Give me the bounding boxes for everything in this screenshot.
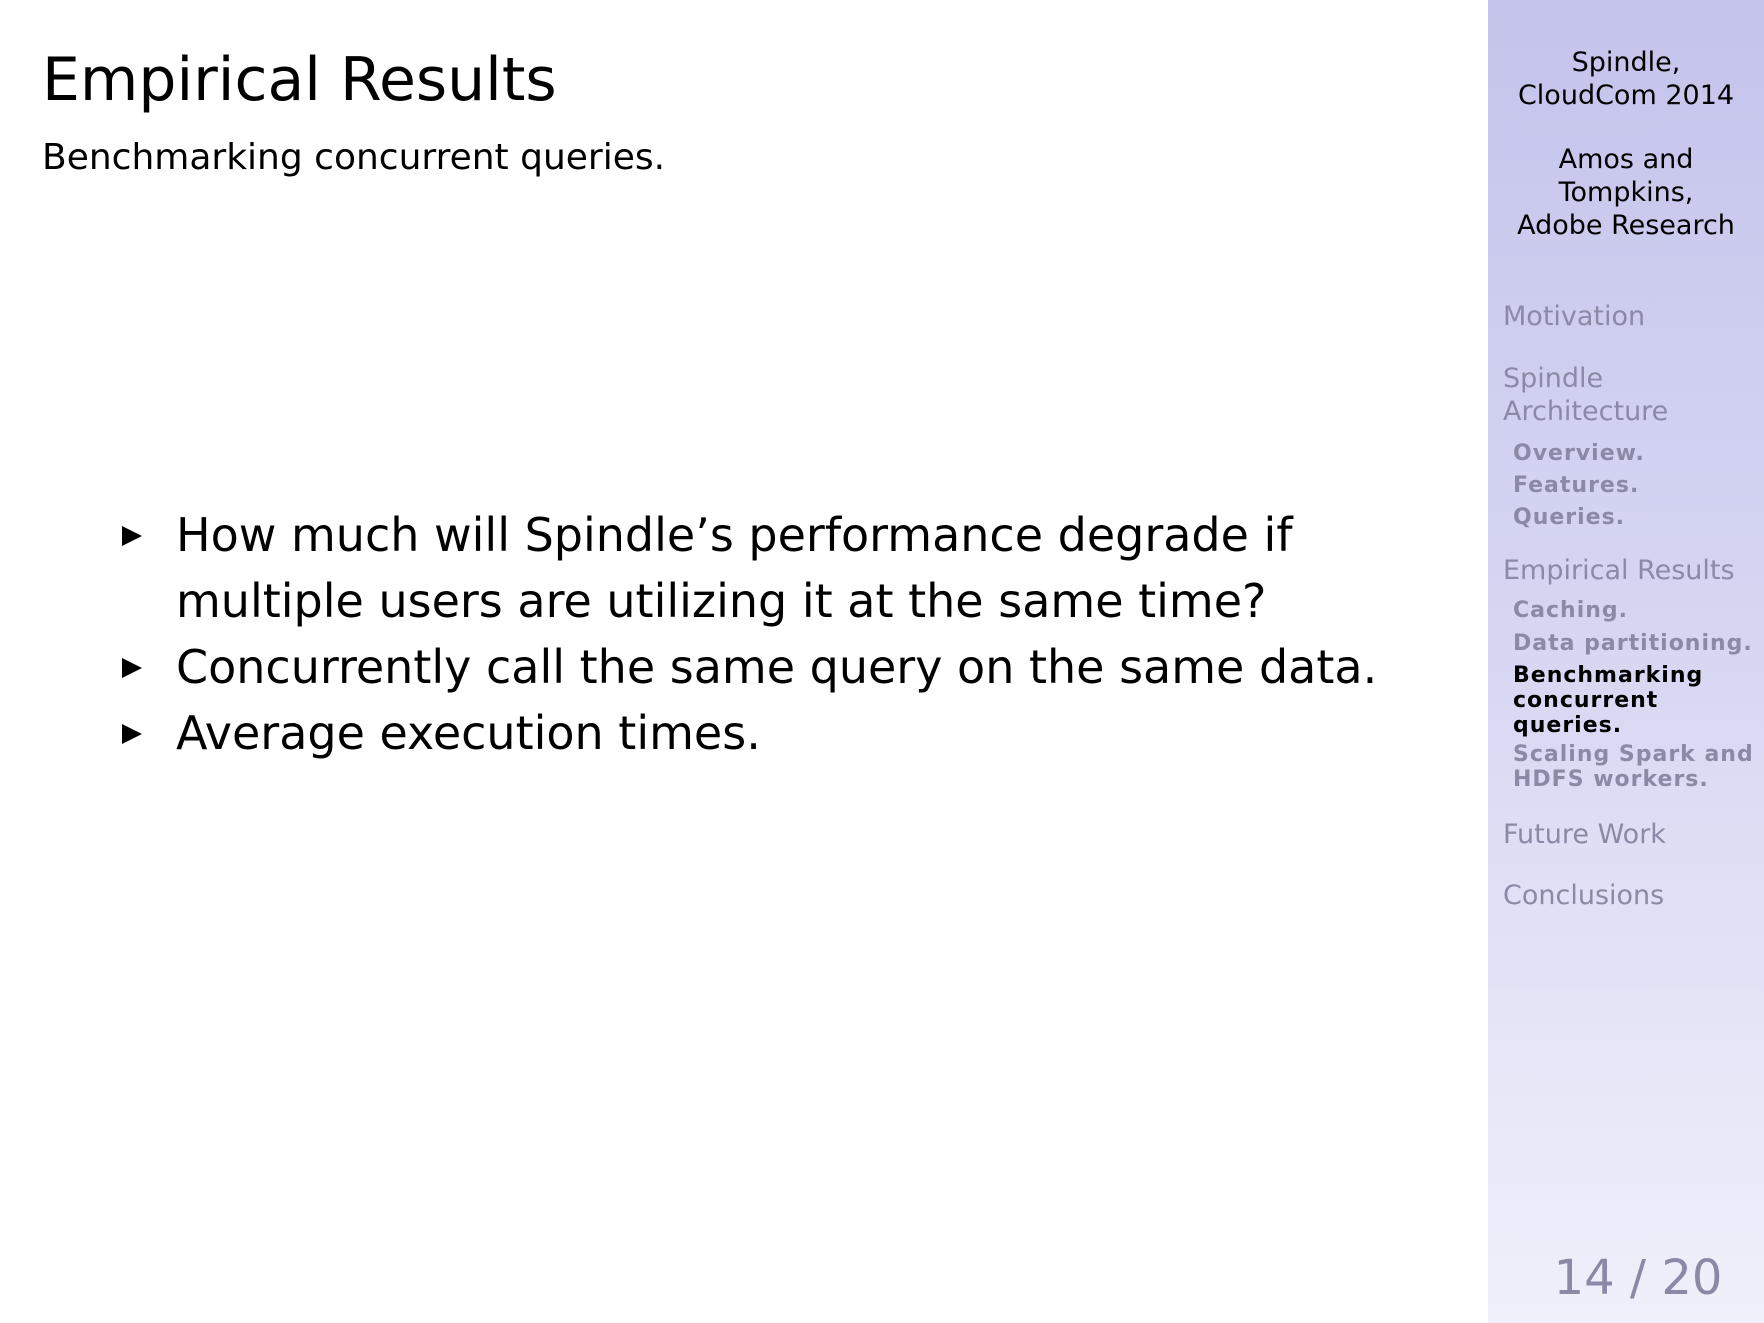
nav-subsection-caching[interactable]: Caching. — [1513, 598, 1761, 623]
talk-title: Spindle, CloudCom 2014 — [1488, 46, 1764, 112]
nav-subsection-label: queries. — [1513, 713, 1623, 738]
authors-line: Amos and — [1558, 144, 1694, 175]
bullet-item: How much will Spindle’s performance degr… — [118, 502, 1458, 634]
nav-subsection-scaling[interactable]: Scaling Spark and HDFS workers. — [1513, 742, 1761, 792]
nav-subsection-label: Overview. — [1513, 441, 1645, 466]
nav-subsection-label: Caching. — [1513, 598, 1629, 623]
triangle-bullet-icon — [122, 526, 142, 546]
nav-subsection-data-partitioning[interactable]: Data partitioning. — [1513, 631, 1761, 656]
slide-content: Empirical Results Benchmarking concurren… — [42, 45, 1458, 766]
nav-subsection-label: Features. — [1513, 473, 1640, 498]
nav-subsection-label: Scaling Spark and — [1513, 742, 1754, 767]
nav-subsection-features[interactable]: Features. — [1513, 473, 1761, 498]
nav-subsection-label: HDFS workers. — [1513, 767, 1709, 792]
nav-section-future-work[interactable]: Future Work — [1503, 818, 1758, 851]
slide-subtitle: Benchmarking concurrent queries. — [42, 137, 666, 178]
slide-title: Empirical Results — [42, 45, 557, 115]
triangle-bullet-icon — [122, 724, 142, 744]
triangle-bullet-icon — [122, 658, 142, 678]
bullet-list: How much will Spindle’s performance degr… — [118, 502, 1458, 766]
authors-line: Tompkins, — [1558, 177, 1694, 208]
bullet-text: Average execution times. — [176, 706, 761, 760]
nav-subsection-label: concurrent — [1513, 688, 1659, 713]
nav-subsection-queries[interactable]: Queries. — [1513, 505, 1761, 530]
nav-section-label: Spindle — [1503, 363, 1604, 394]
nav-section-label: Future Work — [1503, 819, 1666, 850]
navigation-sidebar: Spindle, CloudCom 2014 Amos and Tompkins… — [1488, 0, 1764, 1323]
bullet-item: Concurrently call the same query on the … — [118, 634, 1458, 700]
nav-section-label: Conclusions — [1503, 880, 1665, 911]
bullet-item: Average execution times. — [118, 700, 1458, 766]
authors-line: Adobe Research — [1517, 210, 1735, 241]
nav-section-label: Architecture — [1503, 396, 1669, 427]
nav-section-empirical-results[interactable]: Empirical Results — [1503, 554, 1758, 587]
nav-subsection-overview[interactable]: Overview. — [1513, 441, 1761, 466]
bullet-text: How much will Spindle’s performance degr… — [176, 508, 1293, 628]
nav-subsection-label: Data partitioning. — [1513, 631, 1753, 656]
nav-section-architecture[interactable]: Spindle Architecture — [1503, 362, 1758, 428]
nav-subsection-label: Queries. — [1513, 505, 1626, 530]
nav-section-label: Empirical Results — [1503, 555, 1735, 586]
nav-subsection-label: Benchmarking — [1513, 663, 1704, 688]
nav-subsection-benchmarking[interactable]: Benchmarking concurrent queries. — [1513, 663, 1761, 738]
authors: Amos and Tompkins, Adobe Research — [1488, 143, 1764, 242]
talk-title-line: Spindle, — [1571, 47, 1681, 78]
bullet-text: Concurrently call the same query on the … — [176, 640, 1378, 694]
nav-section-conclusions[interactable]: Conclusions — [1503, 879, 1758, 912]
talk-title-line: CloudCom 2014 — [1517, 80, 1735, 111]
page-number: 14 / 20 — [1553, 1250, 1723, 1306]
nav-section-motivation[interactable]: Motivation — [1503, 300, 1758, 333]
nav-section-label: Motivation — [1503, 301, 1646, 332]
